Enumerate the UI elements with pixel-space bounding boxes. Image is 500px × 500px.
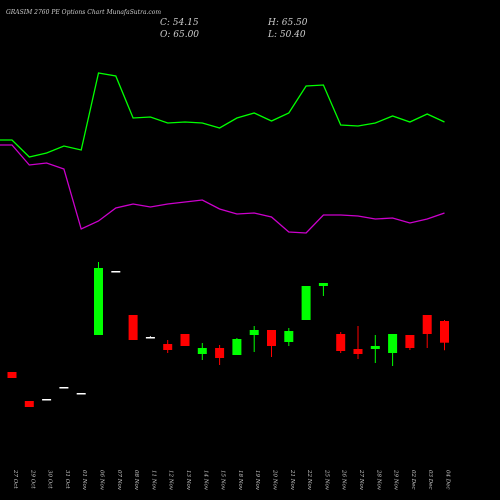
candle-body (111, 271, 121, 273)
x-tick-label: 18 Nov (237, 470, 243, 491)
x-tick-label: 29 Oct (29, 469, 35, 489)
candle-body (370, 346, 380, 349)
candle-body (94, 268, 103, 335)
candle-body (249, 330, 259, 335)
candle-body (163, 344, 173, 350)
indicator-line (0, 72, 445, 158)
x-tick-label: 15 Nov (220, 470, 226, 491)
x-tick-label: 26 Nov (341, 469, 347, 491)
x-tick-label: 21 Nov (289, 469, 295, 491)
x-tick-label: 20 Nov (272, 469, 278, 491)
candle-body (318, 283, 328, 286)
x-tick-label: 14 Nov (202, 470, 208, 491)
candle-body (180, 334, 190, 346)
indicator-line (0, 144, 445, 234)
candle-body (59, 387, 69, 389)
candle-body (215, 348, 225, 358)
x-tick-label: 13 Nov (185, 470, 191, 491)
x-tick-label: 30 Oct (47, 470, 53, 489)
candle-body (7, 372, 17, 378)
candle-body (232, 339, 242, 355)
x-tick-label: 11 Nov (150, 470, 156, 491)
candle-body (145, 337, 155, 339)
candle-body (405, 335, 415, 348)
candle-body (301, 286, 311, 320)
candle-body (24, 401, 34, 407)
candle-body (440, 321, 449, 343)
chart-title: GRASIM 2760 PE Options Chart MunafaSutra… (6, 9, 161, 16)
x-tick-label: 04 Dec (445, 470, 451, 490)
x-tick-label: 25 Nov (323, 469, 329, 491)
x-tick-label: 06 Nov (99, 470, 105, 491)
candle-body (42, 399, 52, 401)
x-tick-label: 01 Nov (81, 470, 87, 491)
x-tick-label: 29 Nov (393, 469, 399, 491)
candle-body (353, 349, 363, 354)
x-tick-label: 03 Dec (427, 470, 433, 490)
x-tick-label: 22 Nov (306, 469, 312, 491)
ohlc-close: C: 54.15 (160, 18, 199, 28)
candle-body (76, 393, 86, 395)
x-tick-label: 12 Nov (168, 470, 174, 491)
candle-body (336, 334, 346, 351)
x-tick-label: 07 Nov (116, 470, 122, 491)
x-tick-label: 08 Nov (133, 470, 139, 491)
x-tick-label: 19 Nov (254, 470, 260, 491)
candle-body (388, 334, 398, 353)
ohlc-high: H: 65.50 (267, 18, 308, 28)
x-tick-label: 02 Dec (410, 470, 416, 490)
x-tick-label: 28 Nov (375, 469, 381, 491)
candle-body (197, 348, 207, 354)
x-tick-label: 31 Oct (64, 470, 70, 489)
ohlc-open: O: 65.00 (160, 30, 199, 40)
x-tick-label: 27 Oct (12, 469, 18, 489)
x-tick-label: 27 Nov (358, 469, 364, 491)
candle-body (128, 315, 138, 340)
candle-body (284, 331, 294, 342)
candle-body (422, 315, 432, 334)
ohlc-low: L: 50.40 (267, 30, 306, 40)
candle-body (267, 330, 276, 346)
